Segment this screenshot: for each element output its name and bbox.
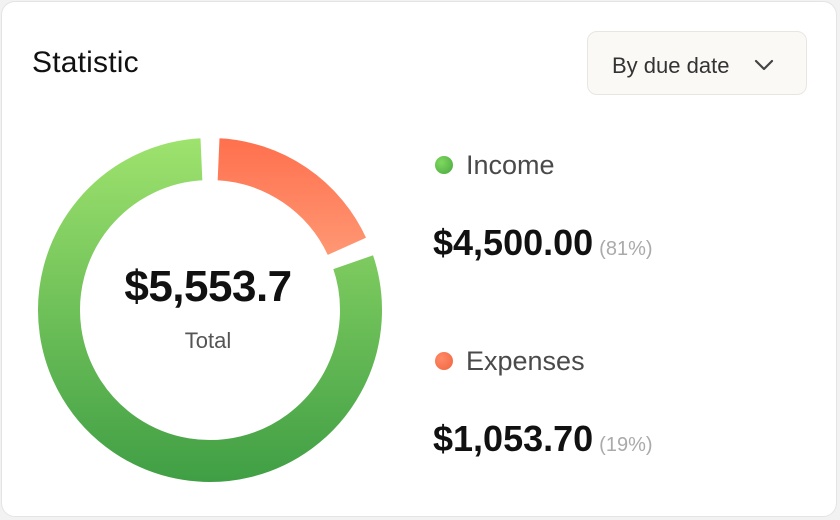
expenses-percent: (19%): [599, 434, 653, 456]
expenses-amount-row: $1,053.70 (19%): [433, 418, 653, 460]
card-title: Statistic: [32, 46, 139, 79]
donut-chart: [34, 134, 386, 486]
expenses-dot-icon: [435, 352, 453, 370]
chevron-down-icon[interactable]: [752, 57, 776, 73]
due-date-filter-dropdown[interactable]: By due date: [587, 31, 807, 95]
total-amount: $5,553.7: [124, 262, 292, 311]
dropdown-selected-label: By due date: [612, 53, 730, 78]
donut-slice-expenses[interactable]: [213, 134, 371, 260]
income-amount-row: $4,500.00 (81%): [433, 222, 653, 264]
donut-slice-income[interactable]: [34, 134, 386, 486]
income-dot-icon: [435, 156, 453, 174]
income-legend-label: Income: [466, 150, 555, 180]
expenses-amount: $1,053.70: [433, 418, 594, 459]
income-percent: (81%): [599, 238, 653, 260]
income-amount: $4,500.00: [433, 222, 594, 263]
expenses-legend-label: Expenses: [466, 346, 585, 376]
total-label: Total: [184, 328, 232, 353]
